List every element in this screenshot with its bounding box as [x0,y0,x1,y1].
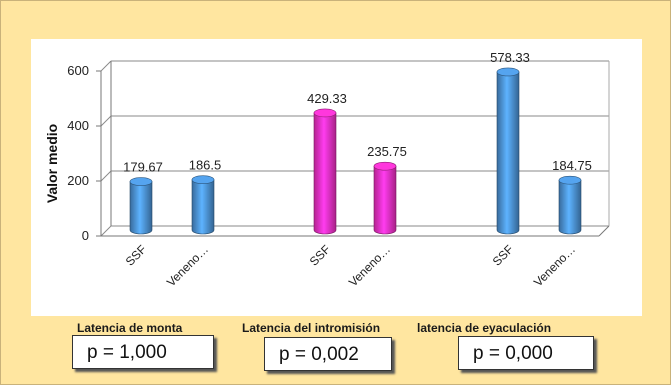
data-label: 184.75 [552,158,592,173]
gridline-side [100,60,112,72]
group-label-3: latencia de eyaculación [417,321,552,335]
bar-top [313,108,337,118]
y-tick-label: 0 [82,228,89,243]
x-tick-label: Veneno… [531,242,578,289]
gridline-side [100,115,112,127]
bar [313,112,337,235]
bar [373,165,397,235]
plot-area: 0 200 400 600 Valor medio 179.67 SSF 186.5 Venen… [31,39,642,316]
gridline-side [100,170,112,182]
data-label: 186.5 [189,158,222,173]
p-value-box-2: p = 0,002 [264,337,392,371]
bar-top [191,175,215,185]
bar-top [129,177,153,186]
bar-chart: 0 200 400 600 Valor medio 179.67 SSF 186.5 Venen… [44,50,610,289]
group-label-1: Latencia de monta [77,321,183,335]
x-tick-label: SSF [307,242,333,268]
p-value-box-3: p = 0,000 [458,336,594,370]
bar [496,71,520,235]
x-tick-label: SSF [490,242,516,268]
data-label: 429.33 [307,91,347,106]
bar [129,181,153,235]
bar [191,179,215,235]
x-tick-label: Veneno… [164,242,211,289]
bar [558,179,582,235]
x-tick-label: Veneno… [346,242,393,289]
bar-top [373,161,397,171]
floor-right [598,225,610,237]
data-label: 179.67 [123,160,163,175]
x-tick-label: SSF [123,242,149,268]
data-label: 578.33 [490,50,530,65]
group-label-2: Latencia del intromisión [242,321,381,335]
y-tick-label: 200 [67,173,89,188]
y-axis-label: Valor medio [44,124,60,203]
bar-top [558,175,582,185]
gridline-side [100,225,112,237]
bar-top [496,67,520,77]
y-tick-label: 600 [67,63,89,78]
p-value-box-1: p = 1,000 [72,335,214,369]
y-tick-label: 400 [67,118,89,133]
data-label: 235.75 [367,144,407,159]
